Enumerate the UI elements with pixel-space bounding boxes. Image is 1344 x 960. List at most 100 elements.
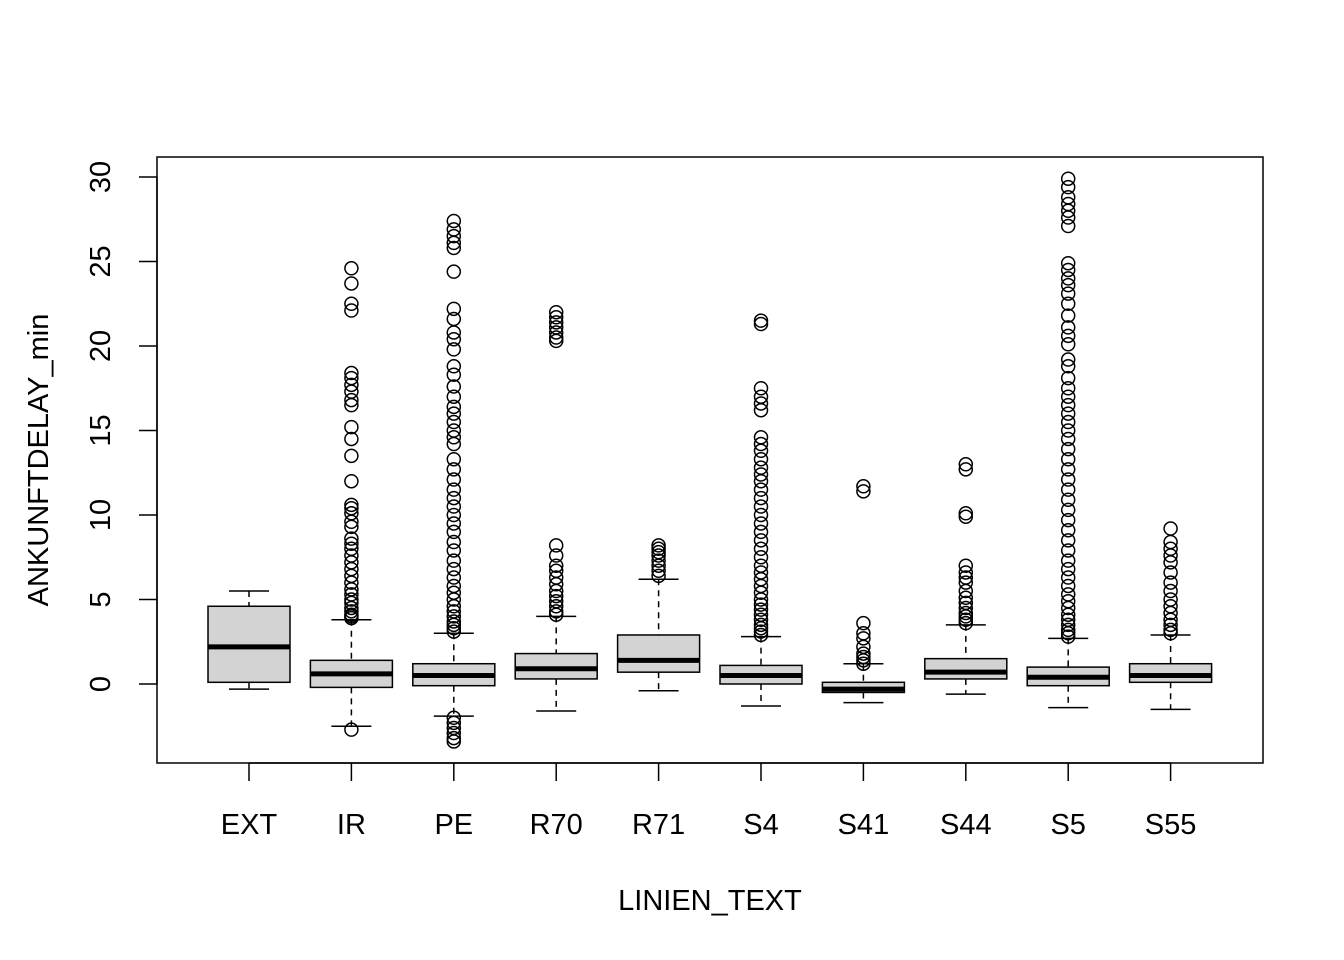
outlier-point (548, 604, 564, 619)
outlier-point (1060, 190, 1076, 205)
outlier-point (344, 607, 359, 622)
outlier-point (958, 575, 974, 590)
outlier-point (651, 544, 666, 560)
outlier-point (446, 609, 462, 624)
outlier-point (1060, 171, 1076, 186)
outlier-point (446, 389, 462, 404)
outlier-point (958, 509, 974, 524)
outlier-point (753, 533, 769, 548)
y-tick-label: 20 (85, 330, 117, 362)
outlier-point (344, 303, 359, 318)
outlier-point (446, 585, 462, 600)
outlier-point (446, 301, 462, 317)
outlier-point (651, 553, 666, 568)
outlier-point (1060, 451, 1076, 467)
outlier-point (446, 710, 462, 726)
outlier-point (753, 627, 769, 643)
outlier-point (446, 578, 462, 594)
outlier-point (958, 595, 974, 611)
outlier-point (1163, 617, 1178, 633)
outlier-point (1060, 462, 1076, 477)
outlier-point (958, 590, 974, 606)
outlier-point (1060, 320, 1076, 335)
outlier-point (446, 734, 462, 749)
outlier-point (1163, 592, 1178, 607)
outlier-point (856, 656, 871, 671)
outlier-point (753, 482, 769, 497)
outlier-point (753, 436, 769, 452)
outlier-point (856, 479, 871, 494)
x-tick-label: S44 (940, 809, 992, 841)
outlier-point (1060, 472, 1076, 487)
outlier-point (1060, 622, 1076, 638)
x-tick-label: IR (337, 809, 366, 841)
box-series (207, 171, 1213, 749)
iqr-box (514, 652, 598, 680)
iqr-box (1128, 662, 1213, 684)
outlier-point (856, 646, 871, 661)
outlier-point (753, 524, 769, 540)
box-ir (309, 261, 394, 737)
outlier-point (446, 359, 462, 374)
outlier-point (753, 541, 769, 557)
outlier-point (446, 213, 462, 229)
outlier-point (344, 448, 359, 464)
outlier-point (548, 310, 564, 325)
outlier-point (344, 431, 359, 447)
box-s5 (1026, 171, 1110, 709)
outlier-point (753, 565, 769, 580)
outlier-point (753, 467, 769, 482)
box-r70 (514, 304, 598, 712)
outlier-point (753, 558, 769, 573)
outlier-point (856, 626, 871, 641)
box-r71 (616, 538, 701, 692)
outlier-point (344, 497, 359, 513)
outlier-point (753, 396, 769, 411)
y-tick-label: 25 (85, 245, 117, 277)
x-axis-label: LINIEN_TEXT (618, 885, 802, 917)
outlier-point (1060, 492, 1076, 508)
outlier-point (856, 631, 871, 646)
outlier-point (548, 304, 564, 320)
outlier-point (753, 430, 769, 445)
y-tick-label: 5 (85, 591, 117, 607)
y-axis-label: ANKUNFTDELAY_min (23, 314, 55, 607)
outlier-point (446, 462, 462, 477)
outlier-point (344, 592, 359, 607)
outlier-point (446, 730, 462, 746)
y-tick-label: 10 (85, 499, 117, 531)
outlier-point (958, 457, 974, 472)
outlier-point (958, 615, 974, 631)
outlier-point (958, 612, 974, 628)
outlier-point (753, 313, 769, 328)
outlier-point (1163, 541, 1178, 557)
outlier-point (446, 715, 462, 731)
box-s41 (821, 479, 906, 704)
outlier-point (1060, 612, 1076, 628)
outlier-point (958, 565, 974, 580)
outlier-point (1060, 553, 1076, 568)
outlier-point (446, 516, 462, 531)
outlier-point (446, 507, 462, 523)
outlier-point (344, 473, 359, 489)
outlier-point (446, 414, 462, 430)
x-tick-label: S41 (838, 809, 890, 841)
outlier-point (1060, 423, 1076, 438)
outlier-point (1060, 587, 1076, 602)
outlier-point (446, 228, 462, 244)
outlier-point (1060, 533, 1076, 548)
outlier-point (753, 602, 769, 617)
outlier-point (958, 462, 974, 477)
outlier-point (446, 490, 462, 506)
outlier-point (446, 561, 462, 577)
outlier-point (1060, 370, 1076, 386)
outlier-point (753, 617, 769, 633)
outlier-point (344, 548, 359, 563)
outlier-point (548, 570, 564, 585)
outlier-point (753, 499, 769, 514)
outlier-point (1060, 561, 1076, 577)
outlier-point (1060, 629, 1076, 644)
outlier-point (446, 499, 462, 514)
iqr-box (616, 634, 701, 673)
